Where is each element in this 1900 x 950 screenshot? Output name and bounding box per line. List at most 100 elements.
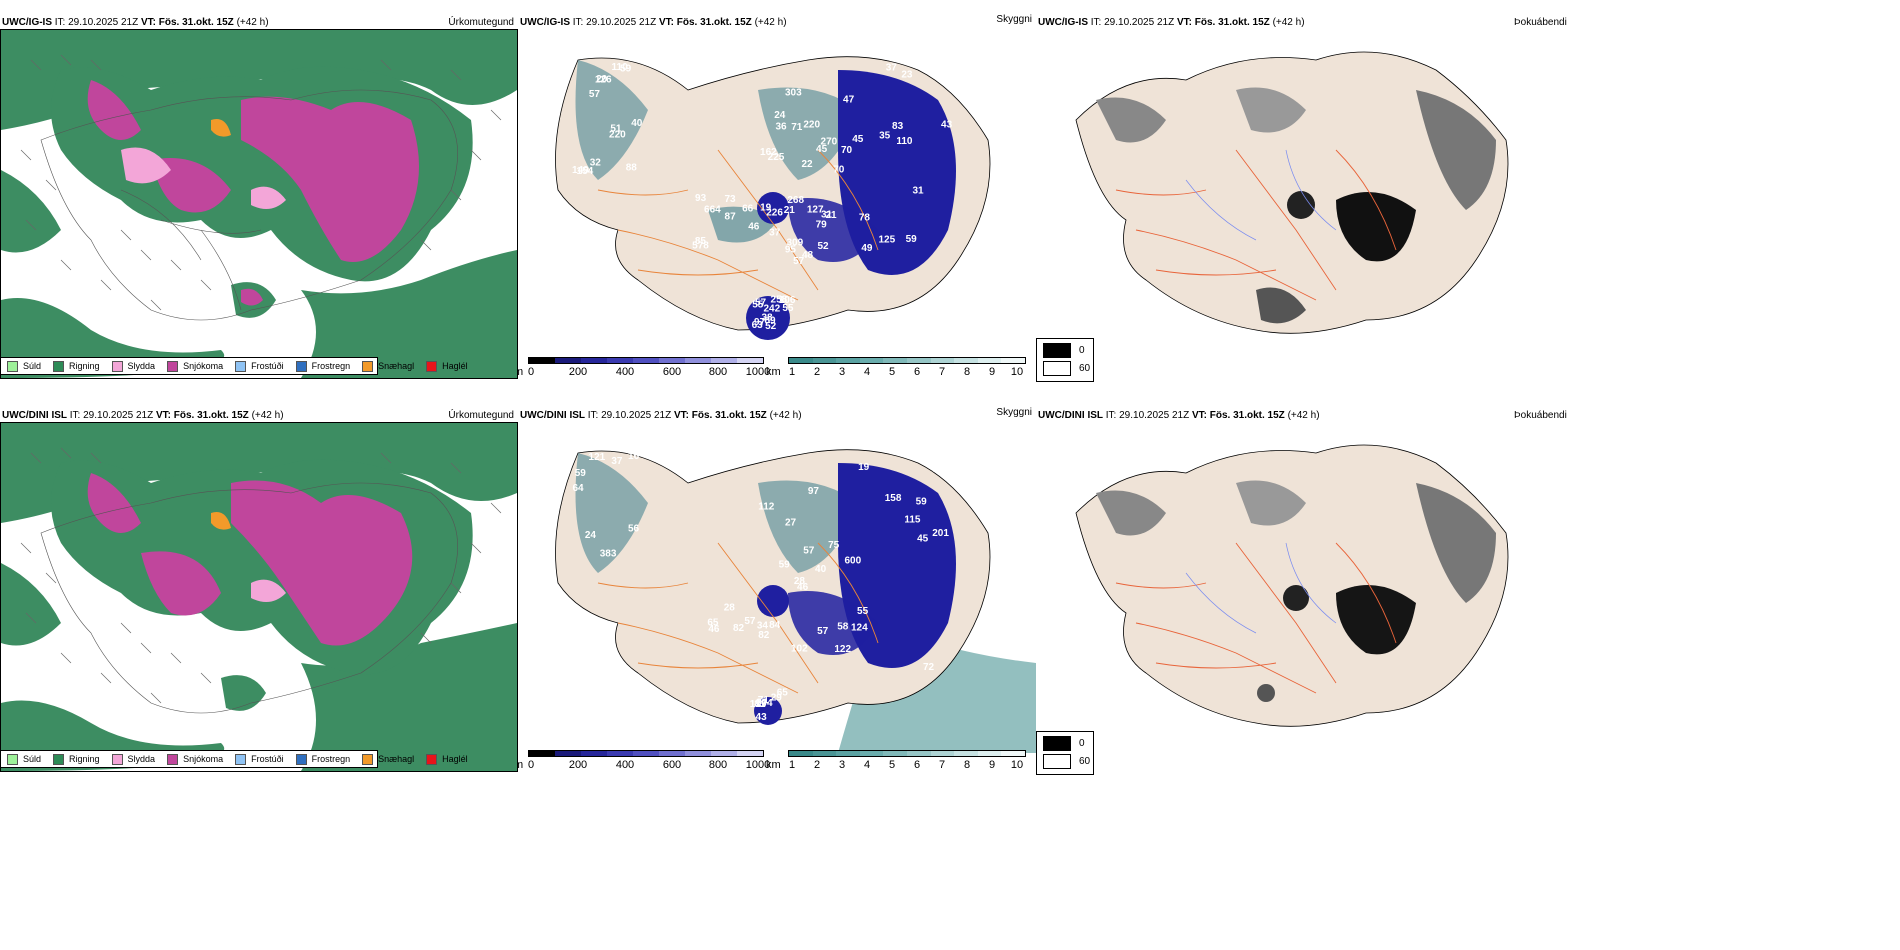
cloud-base-value: 31 — [912, 186, 924, 197]
legend-label: Haglél — [442, 361, 468, 371]
cloud-base-value: 22 — [801, 159, 813, 170]
cloud-base-value: 52 — [817, 241, 829, 252]
cloud-base-value: 83 — [892, 121, 904, 132]
cloud-base-value: 36 — [775, 121, 787, 132]
cloud-base-value: 45 — [852, 134, 864, 145]
cloud-base-value: 21 — [825, 210, 837, 221]
cloud-base-value: 24 — [585, 530, 597, 541]
legend-item-frostudi: Frostúði — [235, 753, 284, 765]
lead-time: (+42 h) — [236, 17, 269, 28]
tick: 10 — [1010, 366, 1024, 378]
legend-item-slydda: Slydda — [111, 753, 156, 765]
tick: 9 — [988, 759, 996, 771]
cloud-base-value: 65 — [777, 687, 789, 698]
model-name: UWC/DINI ISL — [1038, 410, 1103, 421]
tick: 5 — [888, 759, 896, 771]
tick: 8 — [963, 366, 971, 378]
legend-item-snaehagl: Snæhagl — [362, 753, 414, 765]
cloud-base-value: 34 — [757, 621, 769, 632]
swatch-rigning — [53, 360, 65, 372]
colorbar-ticks: 1 2 3 4 5 6 7 8 9 10 — [788, 759, 1026, 773]
cloud-base-value: 82 — [733, 623, 745, 634]
swatch-suld — [7, 360, 18, 372]
cloud-base-value: 55 — [752, 300, 764, 311]
vt-value: Fös. 31.okt. 15Z — [173, 410, 249, 421]
cloud-base-value: 59 — [620, 64, 632, 75]
tick: 400 — [615, 366, 635, 378]
colorbar-height: m 0 200 400 600 800 1000 — [518, 750, 770, 774]
cloud-base-value: 27 — [785, 517, 797, 528]
fog-legend-min: 0 — [1079, 738, 1085, 749]
cloud-base-value: 46 — [797, 582, 809, 593]
it-label: IT: — [572, 17, 584, 28]
vt-label: VT: — [673, 410, 689, 421]
fog-panel-top: UWC/IG-IS IT: 29.10.2025 21Z VT: Fös. 31… — [1036, 0, 1900, 385]
cloud-base-value: 43 — [756, 712, 768, 723]
cloud-base-value: 106 — [779, 295, 796, 306]
legend-label: Snjókoma — [183, 754, 224, 764]
lead-time: (+42 h) — [754, 17, 787, 28]
colorbar-ticks: 1 2 3 4 5 6 7 8 9 10 — [788, 366, 1026, 380]
legend-label: Frostregn — [311, 754, 351, 764]
cloud-base-value: 102 — [791, 644, 808, 655]
legend-item-suld: Súld — [7, 360, 41, 372]
cloud-base-value: 59 — [906, 234, 918, 245]
cloud-base-value: 220 — [803, 120, 820, 131]
cloud-base-value: 40 — [815, 564, 827, 575]
lead-time: (+42 h) — [251, 410, 284, 421]
cloud-base-value: 46 — [708, 624, 720, 635]
cloud-base-value: 225 — [768, 152, 785, 163]
panel-title: Þokuábendi — [1514, 410, 1567, 421]
precip-type-panel-bottom: UWC/DINI ISL IT: 29.10.2025 21Z VT: Fös.… — [0, 393, 518, 778]
precip-legend: Súld Rigning Slydda Snjókoma Frostúði Fr… — [0, 750, 468, 768]
map-frame — [0, 29, 518, 379]
swatch-haglel — [426, 753, 438, 765]
map-frame — [0, 422, 518, 772]
tick: 400 — [615, 759, 635, 771]
cloud-base-value: 24 — [774, 110, 786, 121]
cloud-base-value: 59 — [916, 497, 928, 508]
cloud-base-value: 129 — [750, 699, 767, 710]
cloud-base-value: 45 — [917, 534, 929, 545]
cloud-base-value: 220 — [609, 130, 626, 141]
swatch-rigning — [53, 753, 65, 765]
colorbar-height: m 0 200 400 600 800 1000 — [518, 357, 770, 381]
swatch-slydda — [111, 360, 123, 372]
cloud-base-value: 270 — [821, 136, 838, 147]
colorbar-unit: km — [766, 366, 781, 378]
cloud-panel-top: UWC/IG-IS IT: 29.10.2025 21Z VT: Fös. 31… — [518, 0, 1036, 385]
swatch-frostudi — [235, 360, 247, 372]
cloud-base-value: 89 — [764, 315, 776, 326]
cloud-base-value: 52 — [765, 321, 777, 332]
cloud-base-value: 154 — [577, 166, 594, 177]
cloud-base-value: 21 — [784, 205, 796, 216]
cloud-number-labels: 5672571028271121594055576564455946464337… — [572, 451, 949, 723]
legend-label: Slydda — [127, 754, 156, 764]
cloud-base-value: 43 — [941, 120, 953, 131]
cloud-base-value: 258 — [771, 295, 788, 306]
tick: 6 — [913, 366, 921, 378]
colorbar-unit: m — [518, 366, 524, 378]
cloud-base-value: 57 — [589, 89, 601, 100]
tick: 10 — [1010, 759, 1024, 771]
cloud-base-value: 19 — [858, 462, 870, 473]
fog-map — [1075, 51, 1509, 334]
model-name: UWC/IG-IS — [1038, 17, 1088, 28]
vt-value: Fös. 31.okt. 15Z — [158, 17, 234, 28]
cloud-base-value: 40 — [631, 118, 643, 129]
colorbar-unit: km — [766, 759, 781, 771]
tick: 1 — [788, 366, 796, 378]
it-value: 29.10.2025 21Z — [601, 410, 672, 421]
cloud-panel-bottom: UWC/DINI ISL IT: 29.10.2025 21Z VT: Fös.… — [518, 393, 1036, 778]
legend-label: Rigning — [69, 361, 100, 371]
tick: 1000 — [745, 366, 771, 378]
cloud-base-value: 149 — [572, 165, 589, 176]
cloud-base-value: 97 — [808, 486, 820, 497]
cloud-map: 8870477966632083162127859712611027026873… — [555, 56, 991, 340]
tick: 7 — [938, 759, 946, 771]
tick: 4 — [863, 366, 871, 378]
legend-item-slydda: Slydda — [111, 360, 155, 372]
tick: 4 — [863, 759, 871, 771]
cloud-base-value: 46 — [748, 222, 760, 233]
vt-label: VT: — [1191, 410, 1207, 421]
